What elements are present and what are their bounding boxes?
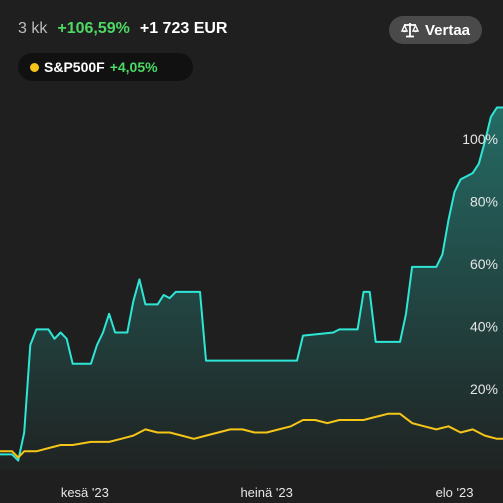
x-tick-label: kesä '23 [61,485,109,500]
compare-button-label: Vertaa [424,21,471,39]
performance-summary: 3 kk +106,59% +1 723 EUR [18,20,227,42]
y-tick-label: 80% [470,193,498,209]
amount-change: +1 723 EUR [139,20,228,37]
benchmark-line [0,412,503,459]
benchmark-color-dot [30,62,39,72]
percent-change: +106,59% [57,20,130,37]
y-axis-labels: 100% 80% 60% 40% 20% [462,131,498,397]
benchmark-name: S&P500F [44,59,105,75]
y-tick-label: 100% [462,131,498,147]
portfolio-line [0,106,503,462]
compare-button[interactable]: Vertaa [389,16,482,44]
benchmark-change: +4,05% [109,59,158,75]
x-tick-label: elo '23 [436,485,474,500]
series-layer [0,106,503,470]
x-axis-labels: kesä '23 heinä '23 elo '23 [61,485,474,500]
scale-icon [400,21,420,39]
y-tick-label: 60% [470,256,498,272]
y-tick-label: 40% [470,318,498,334]
portfolio-area-fill [0,107,503,470]
benchmark-chip[interactable]: S&P500F +4,05% [18,53,193,81]
time-period-label[interactable]: 3 kk [18,20,48,37]
y-tick-label: 20% [470,381,498,397]
x-tick-label: heinä '23 [240,485,292,500]
